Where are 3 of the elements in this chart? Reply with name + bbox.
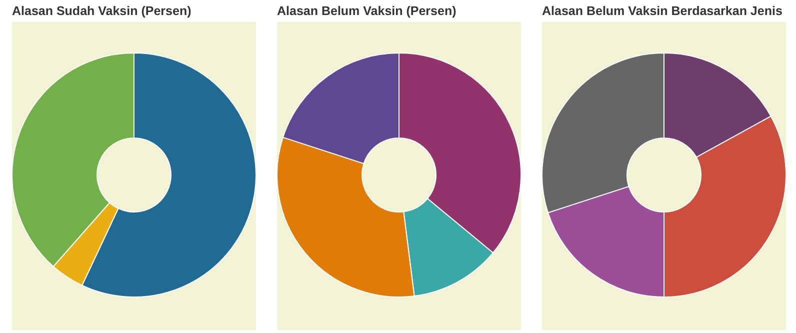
chart-title: Alasan Belum Vaksin Berdasarkan Jenis bbox=[542, 4, 782, 18]
chart-title: Alasan Belum Vaksin (Persen) bbox=[277, 4, 456, 18]
chart-title: Alasan Sudah Vaksin (Persen) bbox=[12, 4, 192, 18]
